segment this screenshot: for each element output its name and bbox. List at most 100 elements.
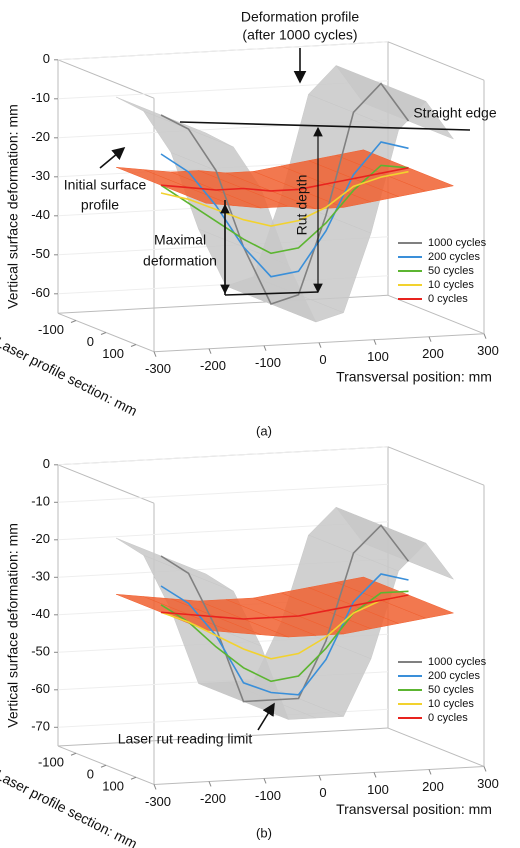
x-tick-label: 300 (477, 343, 499, 358)
annotation-line (257, 702, 275, 731)
x-tick (318, 775, 322, 781)
annotation: Rut depth (294, 175, 310, 236)
z-tick-label: -50 (31, 246, 50, 261)
x-axis-label: Transversal position: mm (336, 368, 492, 384)
profile-line (160, 82, 410, 305)
z-tick-label: -10 (31, 494, 50, 509)
legend-label: 50 cycles (428, 684, 474, 696)
z-tick-label: -40 (31, 606, 50, 621)
box-edge (57, 59, 155, 99)
y-tick (130, 344, 137, 347)
annotation: Maximal (154, 232, 206, 248)
y-tick-label: -100 (38, 322, 64, 337)
y-tick-label: -100 (38, 755, 64, 770)
legend-label: 200 cycles (428, 670, 480, 682)
z-tick-label: -20 (31, 531, 50, 546)
y-tick (100, 764, 107, 768)
z-tick-label: -50 (31, 644, 50, 659)
z-tick-label: -30 (31, 168, 50, 183)
x-tick-label: -100 (255, 788, 281, 803)
z-axis-label: Vertical surface deformation: mm (5, 523, 21, 728)
z-tick-label: -30 (31, 569, 50, 584)
x-tick (208, 348, 212, 354)
x-tick-label: 200 (422, 346, 444, 361)
annotation: profile (81, 197, 119, 213)
annotation: Straight edge (413, 105, 496, 121)
caption: (a) (256, 423, 272, 438)
x-tick-label: -300 (145, 361, 171, 376)
z-tick-label: 0 (43, 456, 50, 471)
box-edge (57, 727, 389, 747)
y-tick (70, 752, 77, 756)
x-tick (373, 339, 377, 345)
z-tick-label: -10 (31, 90, 50, 105)
x-tick (318, 342, 322, 348)
annotation: deformation (143, 253, 217, 269)
profile-line (160, 594, 409, 660)
y-tick (70, 320, 77, 323)
box-edge (387, 446, 485, 486)
x-tick-label: -100 (255, 355, 281, 370)
grid-line (57, 483, 389, 503)
z-tick-label: -20 (31, 129, 50, 144)
annotation-line (179, 121, 471, 131)
box-edge (387, 294, 485, 335)
profile-line (160, 524, 410, 703)
caption: (b) (256, 825, 272, 840)
x-tick (208, 781, 212, 787)
legend-label: 1000 cycles (428, 237, 487, 249)
profile-line (160, 573, 409, 696)
x-tick (263, 345, 267, 351)
profile-line (160, 164, 409, 255)
x-tick (373, 772, 377, 778)
box-edge (387, 727, 485, 767)
legend-label: 10 cycles (428, 698, 474, 710)
legend-label: 10 cycles (428, 279, 474, 291)
y-tick (100, 332, 107, 335)
z-tick-label: -70 (31, 719, 50, 734)
x-tick (428, 336, 432, 342)
grid-line (57, 41, 389, 61)
x-tick-label: 100 (367, 349, 389, 364)
x-axis-label: Transversal position: mm (336, 801, 492, 817)
legend-label: 0 cycles (428, 712, 468, 724)
y-tick-label: 0 (87, 767, 94, 782)
legend-label: 50 cycles (428, 265, 474, 277)
x-tick-label: 0 (319, 352, 326, 367)
profile-line (160, 167, 409, 192)
legend-label: 200 cycles (428, 251, 480, 263)
annotation: Initial surface (64, 177, 147, 193)
x-tick-label: -300 (145, 794, 171, 809)
legend-label: 1000 cycles (428, 656, 487, 668)
grid-line (57, 446, 389, 466)
x-tick (428, 769, 432, 775)
annotation-line (224, 291, 319, 296)
x-tick (263, 778, 267, 784)
x-tick (153, 784, 157, 790)
x-tick (153, 351, 157, 357)
z-axis-label: Vertical surface deformation: mm (5, 104, 21, 309)
annotation-line (99, 146, 126, 169)
x-tick-label: -200 (200, 358, 226, 373)
z-tick-label: -60 (31, 285, 50, 300)
y-tick-label: 0 (87, 334, 94, 349)
z-tick-label: -60 (31, 681, 50, 696)
x-tick-label: 300 (477, 776, 499, 791)
x-tick (483, 766, 487, 772)
y-tick-label: 100 (102, 346, 124, 361)
legend-label: 0 cycles (428, 293, 468, 305)
x-tick-label: 100 (367, 782, 389, 797)
annotation: (after 1000 cycles) (242, 27, 357, 43)
x-tick-label: -200 (200, 791, 226, 806)
y-tick-label: 100 (102, 779, 124, 794)
x-tick-label: 0 (319, 785, 326, 800)
box-edge (57, 464, 155, 504)
profile-line (160, 594, 409, 620)
y-tick (130, 776, 137, 780)
box-edge (387, 41, 485, 81)
annotation: Deformation profile (241, 9, 359, 25)
x-tick-label: 200 (422, 779, 444, 794)
z-tick-label: 0 (43, 51, 50, 66)
z-tick-label: -40 (31, 207, 50, 222)
